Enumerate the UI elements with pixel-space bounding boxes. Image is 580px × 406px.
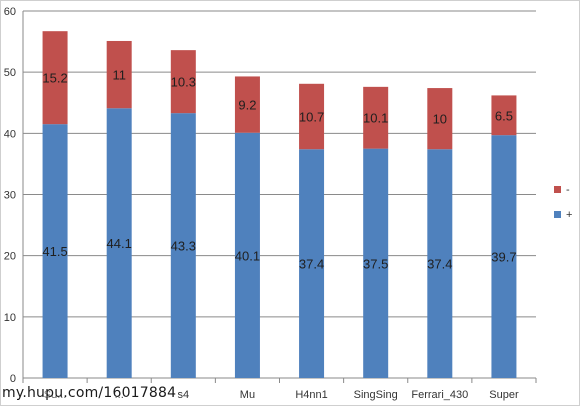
bar-segment-minus: [106, 40, 132, 109]
bar-segment-minus: [299, 83, 325, 150]
y-tick-label: 30: [4, 190, 16, 202]
bar-segment-minus: [234, 76, 260, 133]
data-label: 43.3: [171, 239, 196, 254]
legend-label: -: [566, 184, 570, 196]
data-label: 15.2: [42, 71, 67, 86]
data-label: 37.4: [299, 257, 324, 272]
data-label: 37.4: [427, 257, 452, 272]
y-tick-label: 60: [4, 6, 16, 18]
bar-segment-minus: [427, 88, 453, 150]
y-tick-label: 40: [4, 128, 16, 140]
bar-segment-minus: [42, 31, 68, 125]
x-category-label: Mu: [240, 389, 255, 401]
data-label: 41.5: [42, 244, 67, 259]
data-label: 39.7: [491, 250, 516, 265]
bar-segment-plus: [234, 132, 260, 378]
y-tick-label: 20: [4, 251, 16, 263]
x-category-label: ...: [115, 389, 124, 401]
data-label: 10.1: [363, 111, 388, 126]
bar-segment-minus: [170, 50, 196, 114]
bar-segment-plus: [427, 149, 453, 378]
y-tick-label: 0: [10, 373, 16, 385]
data-label: 10.7: [299, 110, 324, 125]
bar-segment-plus: [106, 108, 132, 378]
data-label: 37.5: [363, 256, 388, 271]
x-category-label: s4: [178, 389, 190, 401]
legend-swatch: [554, 211, 561, 218]
data-label: 9.2: [238, 98, 256, 113]
data-label: 11: [112, 68, 126, 83]
bar-segment-minus: [363, 86, 389, 149]
bar-segment-minus: [491, 95, 517, 136]
x-category-label: Super: [489, 389, 519, 401]
data-label: 44.1: [107, 236, 132, 251]
data-label: 10: [433, 112, 447, 127]
data-label: 10.3: [171, 75, 196, 90]
x-category-label: SingSing: [354, 389, 398, 401]
bar-segment-plus: [170, 113, 196, 379]
data-label: 6.5: [495, 108, 513, 123]
x-category-label: Su...: [44, 389, 67, 401]
legend-label: +: [566, 209, 572, 221]
y-tick-label: 10: [4, 312, 16, 324]
bar-segment-plus: [491, 135, 517, 378]
bar-segment-plus: [42, 124, 68, 379]
x-category-label: H4nn1: [295, 389, 327, 401]
data-label: 40.1: [235, 248, 260, 263]
bar-segment-plus: [363, 148, 389, 378]
legend-swatch: [554, 186, 561, 193]
bar-segment-plus: [299, 149, 325, 378]
watermark-text: my.hupu.com/16017884: [2, 385, 177, 401]
x-category-label: Ferrari_430: [411, 389, 468, 401]
y-tick-label: 50: [4, 67, 16, 79]
